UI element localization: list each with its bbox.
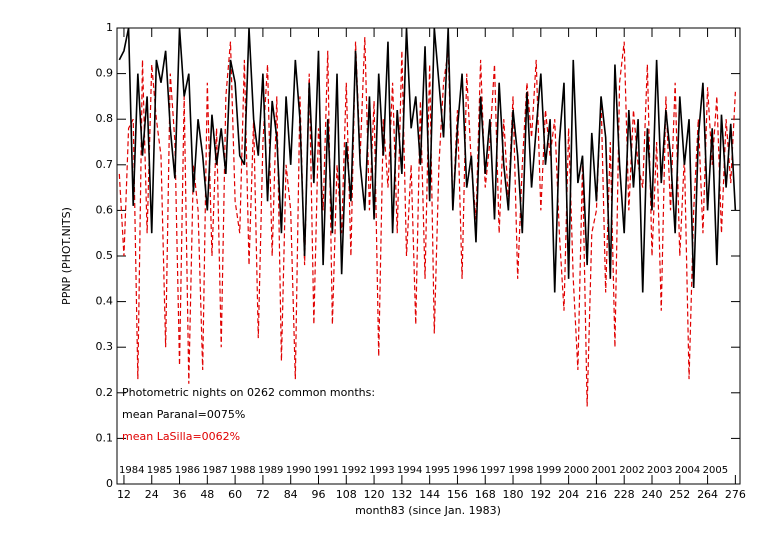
x-tick-label: 144 — [419, 488, 440, 501]
year-label: 1996 — [453, 465, 478, 476]
x-tick-label: 228 — [614, 488, 635, 501]
x-tick-label: 12 — [117, 488, 131, 501]
year-label: 2002 — [619, 465, 644, 476]
y-tick-label: 0.8 — [96, 112, 114, 125]
year-label: 1987 — [202, 465, 227, 476]
year-label: 1989 — [258, 465, 283, 476]
x-tick-label: 108 — [336, 488, 357, 501]
y-tick-label: 0.2 — [96, 386, 114, 399]
y-tick-label: 0 — [106, 477, 113, 490]
x-tick-label: 204 — [558, 488, 579, 501]
x-tick-label: 48 — [200, 488, 214, 501]
y-tick-label: 0.3 — [96, 340, 114, 353]
x-tick-label: 252 — [669, 488, 690, 501]
y-tick-label: 0.5 — [96, 249, 114, 262]
year-label: 2003 — [647, 465, 672, 476]
x-tick-label: 72 — [256, 488, 270, 501]
x-tick-label: 276 — [725, 488, 746, 501]
year-label: 2004 — [675, 465, 700, 476]
series-line — [118, 37, 736, 407]
year-label: 1993 — [369, 465, 394, 476]
x-tick-label: 168 — [475, 488, 496, 501]
annotation: mean Paranal=0075% — [122, 408, 245, 421]
x-tick-label: 156 — [447, 488, 468, 501]
year-label: 1997 — [480, 465, 505, 476]
x-tick-label: 216 — [586, 488, 607, 501]
y-axis-label: PPNP (PHOT.NITS) — [60, 207, 73, 305]
year-label: 2001 — [591, 465, 616, 476]
x-tick-label: 96 — [311, 488, 325, 501]
y-tick-label: 0.9 — [96, 67, 114, 80]
year-label: 1986 — [175, 465, 200, 476]
x-tick-label: 120 — [364, 488, 385, 501]
year-label: 1994 — [397, 465, 422, 476]
year-label: 1984 — [119, 465, 144, 476]
year-label: 1999 — [536, 465, 561, 476]
year-label: 1995 — [425, 465, 450, 476]
x-tick-label: 60 — [228, 488, 242, 501]
x-tick-label: 24 — [145, 488, 159, 501]
x-tick-label: 36 — [173, 488, 187, 501]
year-label: 1988 — [230, 465, 255, 476]
year-label: 1998 — [508, 465, 533, 476]
annotation: mean LaSilla=0062% — [122, 430, 240, 443]
y-tick-label: 0.4 — [96, 295, 114, 308]
x-tick-label: 132 — [391, 488, 412, 501]
series-line — [118, 27, 737, 293]
year-label: 1990 — [286, 465, 311, 476]
x-tick-label: 180 — [503, 488, 524, 501]
year-label: 2000 — [564, 465, 589, 476]
x-tick-label: 240 — [641, 488, 662, 501]
y-tick-label: 0.6 — [96, 203, 114, 216]
x-tick-label: 264 — [697, 488, 718, 501]
x-tick-label: 84 — [284, 488, 298, 501]
y-tick-label: 0.7 — [96, 158, 114, 171]
x-axis-label: month83 (since Jan. 1983) — [355, 504, 501, 517]
year-label: 2005 — [703, 465, 728, 476]
annotation: Photometric nights on 0262 common months… — [122, 386, 375, 399]
year-label: 1985 — [147, 465, 172, 476]
year-label: 1992 — [341, 465, 366, 476]
y-tick-label: 0.1 — [96, 431, 114, 444]
x-tick-label: 192 — [530, 488, 551, 501]
y-tick-label: 1 — [106, 21, 113, 34]
year-label: 1991 — [314, 465, 339, 476]
